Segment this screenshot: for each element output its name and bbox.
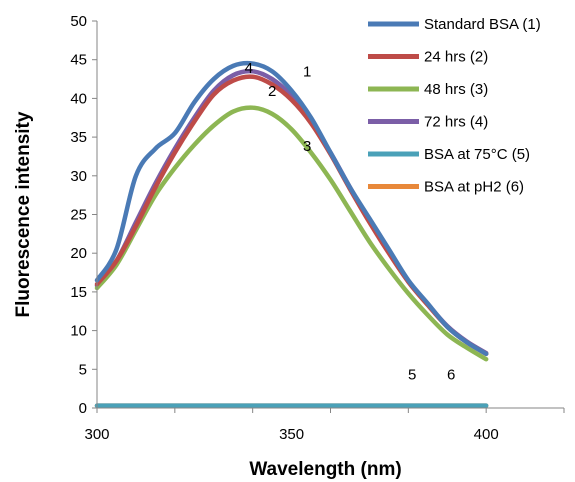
legend-label: 24 hrs (2) bbox=[424, 49, 488, 66]
legend-label: 48 hrs (3) bbox=[424, 81, 488, 98]
curve-number-label: 4 bbox=[245, 60, 253, 77]
y-tick-label: 0 bbox=[79, 400, 87, 417]
y-tick-label: 20 bbox=[70, 245, 87, 262]
curve-number-label: 3 bbox=[303, 138, 311, 155]
series-line-3 bbox=[94, 105, 489, 362]
annotation-layer: 4 1 2 3 5 6 bbox=[245, 60, 456, 384]
x-tick-label: 350 bbox=[279, 426, 304, 443]
y-tick-label: 40 bbox=[70, 90, 87, 107]
legend-label: BSA at 75°C (5) bbox=[424, 146, 530, 163]
series-layer bbox=[94, 60, 489, 408]
y-tick-label: 45 bbox=[70, 52, 87, 69]
y-tick-label: 25 bbox=[70, 207, 87, 224]
legend-label: Standard BSA (1) bbox=[424, 16, 541, 33]
y-tick-label: 10 bbox=[70, 323, 87, 340]
series-line-1 bbox=[94, 60, 489, 357]
x-tick-label: 400 bbox=[474, 426, 499, 443]
y-tick-label: 50 bbox=[70, 13, 87, 30]
y-tick-label: 35 bbox=[70, 129, 87, 146]
curve-number-label: 6 bbox=[447, 366, 455, 383]
y-tick-label: 5 bbox=[79, 361, 87, 378]
curve-number-label: 2 bbox=[268, 83, 276, 100]
y-axis-title: Fluorescence intensity bbox=[13, 111, 34, 317]
x-axis-title: Wavelength (nm) bbox=[249, 459, 401, 480]
legend-label: BSA at pH2 (6) bbox=[424, 179, 524, 196]
x-tick-label: 300 bbox=[84, 426, 109, 443]
curve-number-label: 5 bbox=[408, 366, 416, 383]
legend: Standard BSA (1) 24 hrs (2) 48 hrs (3) 72 h… bbox=[368, 16, 541, 196]
y-tick-label: 15 bbox=[70, 284, 87, 301]
curve-number-label: 1 bbox=[303, 64, 311, 81]
legend-label: 72 hrs (4) bbox=[424, 114, 488, 131]
y-tick-label: 30 bbox=[70, 168, 87, 185]
